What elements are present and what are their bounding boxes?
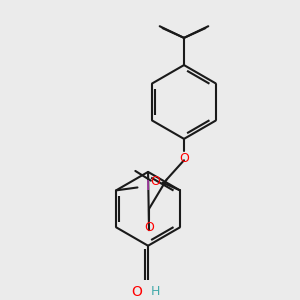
Text: O: O [179,152,189,164]
Text: O: O [131,285,142,298]
Text: O: O [144,221,154,235]
Text: O: O [151,175,160,188]
Text: H: H [151,285,160,298]
Text: I: I [145,178,149,193]
